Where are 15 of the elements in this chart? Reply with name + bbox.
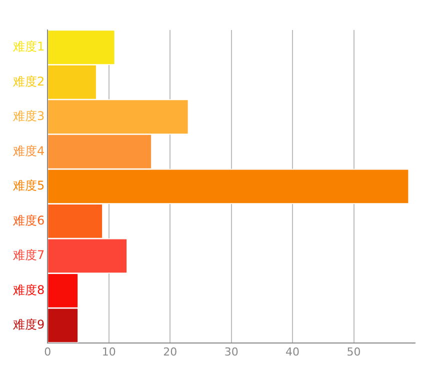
x-tick-label: 20 <box>163 345 178 358</box>
y-tick-label: 难度9 <box>12 318 45 332</box>
x-tick-label: 10 <box>102 345 116 358</box>
y-tick-label: 难度6 <box>12 213 45 228</box>
y-tick-label: 难度3 <box>12 109 45 124</box>
x-tick-label: 0 <box>44 345 52 358</box>
y-tick-label: 难度5 <box>12 178 45 193</box>
y-tick-label: 难度7 <box>12 248 45 262</box>
y-tick-label: 难度4 <box>12 144 45 158</box>
x-tick-label: 50 <box>346 345 361 358</box>
x-tick-label: 40 <box>286 345 300 358</box>
x-tick-label: 30 <box>224 345 238 358</box>
y-tick-label: 难度8 <box>12 282 45 297</box>
y-tick-label: 难度2 <box>12 74 45 88</box>
y-tick-label: 难度1 <box>12 40 45 54</box>
